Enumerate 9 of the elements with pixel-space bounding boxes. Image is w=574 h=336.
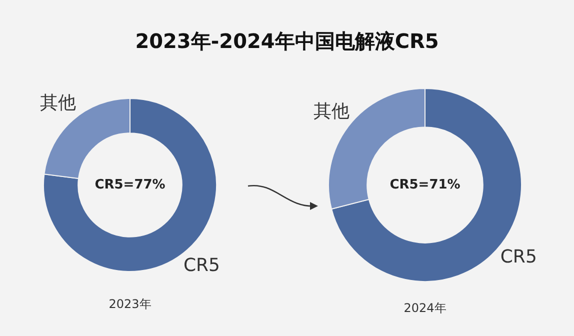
slice-label: CR5 xyxy=(183,255,220,276)
text: 2024年 xyxy=(402,300,448,317)
text: CR5=77% xyxy=(94,177,166,192)
text: 2023年 xyxy=(108,296,152,313)
slice-label: 其他 xyxy=(40,92,76,114)
slice-label: CR5 xyxy=(500,246,537,268)
slice-label: 其他 xyxy=(313,101,350,122)
text: CR5=71% xyxy=(390,177,460,192)
text: 2023年-2024年中国电解液CR5 xyxy=(134,28,440,55)
